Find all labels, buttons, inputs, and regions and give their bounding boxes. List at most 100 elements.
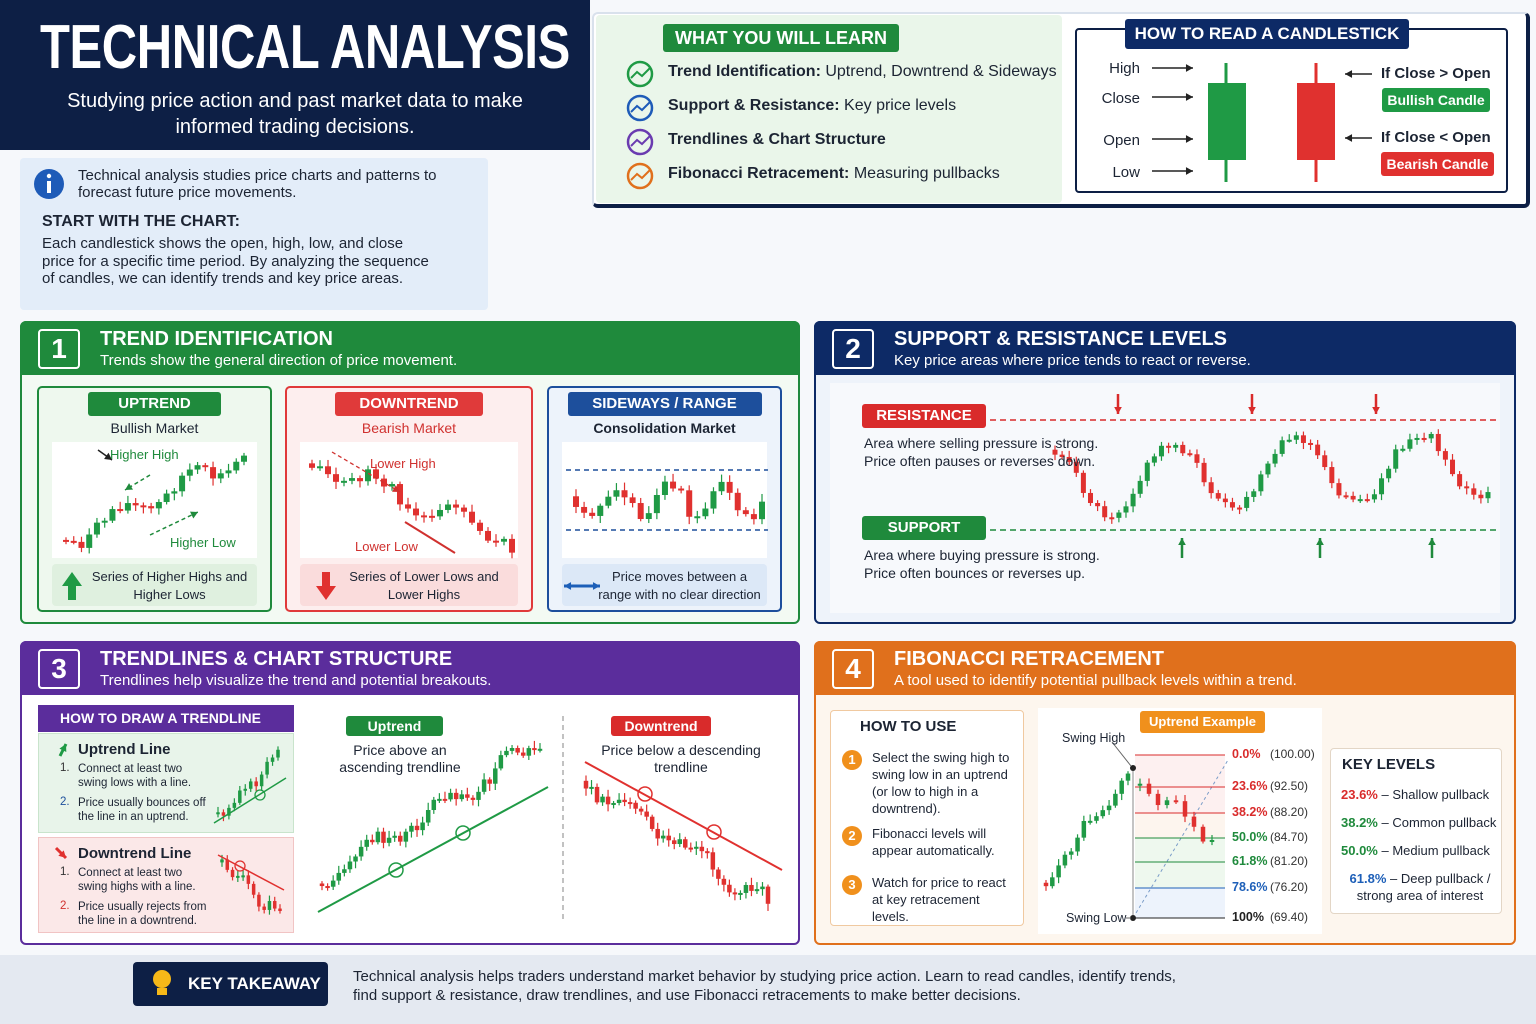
intro-heading: START WITH THE CHART: [42, 213, 240, 230]
candle-part-label: Close [1101, 90, 1140, 107]
candle-body [1173, 444, 1179, 448]
key-level-ratio: 50.0% [1341, 843, 1378, 858]
learn-text: Uptrend, Downtrend & Sideways [825, 63, 1057, 80]
chart-area [300, 442, 518, 558]
candle-body [670, 481, 677, 489]
candle-body [251, 883, 256, 895]
candle-body [1379, 478, 1385, 495]
candle-body [1336, 483, 1342, 496]
candle-body [1052, 449, 1058, 455]
step-number: 2. [60, 900, 70, 912]
candle-body [225, 470, 232, 474]
candle-body [186, 469, 193, 476]
candle-body [760, 886, 765, 890]
candle-body [1407, 439, 1413, 449]
candle-body [734, 492, 741, 511]
candle-body [627, 802, 633, 805]
note-arrow-head [392, 485, 400, 492]
candle-body [1102, 506, 1108, 518]
candle-body [583, 780, 589, 789]
section-subtitle: Key price areas where price tends to rea… [894, 352, 1251, 369]
bulb-icon [153, 970, 171, 988]
support-label: SUPPORT [862, 516, 986, 540]
step-number: 2 [842, 826, 862, 846]
learn-icon-mark [630, 101, 651, 113]
step-number: 2. [60, 796, 70, 808]
candle-body [600, 796, 605, 803]
fib-ratio: 0.0% [1232, 747, 1261, 761]
candle-body [1182, 801, 1188, 817]
candle-body [509, 538, 515, 553]
step-number: 3 [842, 875, 862, 895]
candle-body [397, 484, 403, 505]
candle-body [498, 755, 504, 769]
candle-body [686, 490, 693, 517]
candle-body [1094, 816, 1099, 821]
candle-body [726, 481, 733, 493]
candle-body [1229, 502, 1235, 508]
candle-body [194, 465, 201, 470]
candle-body [1393, 449, 1399, 469]
card-icon-head [58, 850, 66, 858]
candle-body [132, 503, 139, 506]
trend-note: Lower Low [355, 539, 418, 554]
candle-body [1485, 492, 1491, 499]
candle-body [1081, 820, 1087, 838]
trend-summary-box [52, 564, 257, 606]
candle-body [1237, 507, 1243, 510]
candle-body [1308, 442, 1314, 445]
candle-body [365, 469, 371, 482]
candle-body [537, 748, 543, 751]
candle-body [262, 906, 266, 910]
candle-body [257, 894, 261, 907]
candle-body [336, 872, 342, 881]
touch-point [254, 789, 266, 801]
support-arrow-head [1178, 538, 1186, 546]
candle-body [330, 880, 336, 887]
candle-body [373, 469, 379, 479]
candle-body [1087, 492, 1093, 504]
candle-body [1464, 486, 1470, 489]
fib-price: (88.20) [1270, 805, 1309, 819]
bear-body [1297, 83, 1335, 160]
trend-note: Lower High [370, 456, 436, 471]
candle-body [381, 831, 386, 843]
candle-body [1315, 444, 1321, 456]
candle-body [1300, 435, 1306, 443]
learn-icon-mark [630, 67, 651, 79]
candle-body [1357, 499, 1363, 502]
candle-body [645, 513, 652, 520]
candle-body [694, 846, 699, 849]
section-subtitle: A tool used to identify potential pullba… [894, 672, 1297, 689]
candle-body [232, 802, 237, 808]
candle-body [1144, 462, 1150, 481]
candle-body [238, 790, 242, 803]
fib-diagonal [1132, 759, 1229, 919]
candle-body [477, 522, 483, 531]
candle-body [265, 761, 269, 775]
trend-subtitle: Bearish Market [361, 420, 457, 436]
learn-icon [626, 60, 654, 88]
candle-body [1068, 851, 1074, 855]
candle-body [1471, 488, 1477, 495]
takeaway-title: KEY TAKEAWAY [188, 974, 321, 993]
candle-body [259, 774, 264, 787]
candle-body [1059, 454, 1065, 457]
info-icon-bar [47, 181, 51, 193]
candle-body [216, 812, 220, 815]
candle-body [241, 455, 247, 462]
candle-body [504, 750, 509, 756]
candle-body [392, 835, 397, 838]
mini-trendline [213, 777, 287, 824]
candle-body [671, 840, 677, 845]
candle-body [1166, 445, 1172, 448]
resistance-arrow-head [1372, 406, 1380, 414]
candle-body [1116, 512, 1122, 518]
candle-body [1062, 854, 1068, 866]
candle-body [420, 822, 425, 831]
info-icon-dot [46, 173, 52, 179]
candle-body [70, 540, 77, 543]
trend-tag: UPTREND [88, 392, 221, 416]
learn-text: Measuring pullbacks [853, 165, 1000, 182]
candle-body [370, 839, 375, 843]
